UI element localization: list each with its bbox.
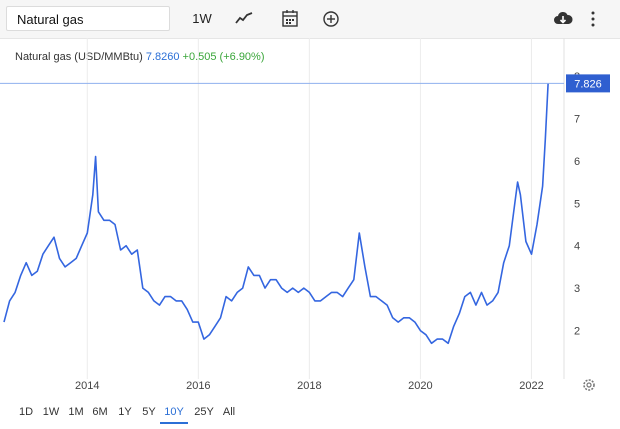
x-tick-label: 2022 — [519, 380, 543, 392]
toolbar: Natural gas 1W — [0, 0, 620, 39]
add-icon[interactable] — [322, 8, 342, 30]
range-1d[interactable]: 1D — [18, 406, 34, 418]
y-tick-label: 5 — [574, 198, 580, 210]
range-1m[interactable]: 1M — [68, 406, 84, 418]
range-10y[interactable]: 10Y — [160, 402, 188, 424]
x-tick-label: 2018 — [297, 380, 321, 392]
range-bar: 1D 1W 1M 6M 1Y 5Y 10Y 25Y All — [0, 396, 620, 429]
y-tick-label: 6 — [574, 156, 580, 168]
last-price-badge-label: 7.826 — [574, 78, 602, 90]
y-tick-label: 7 — [574, 113, 580, 125]
range-6m[interactable]: 6M — [92, 406, 108, 418]
instrument-name: Natural gas (USD/MMBtu) — [15, 51, 143, 63]
range-5y[interactable]: 5Y — [142, 406, 156, 418]
calendar-icon[interactable] — [281, 8, 301, 30]
last-price-badge — [566, 74, 610, 93]
x-tick-label: 2014 — [75, 380, 99, 392]
more-vert-icon[interactable] — [586, 8, 600, 30]
y-tick-label: 2 — [574, 326, 580, 338]
range-1y[interactable]: 1Y — [118, 406, 132, 418]
price-series-line — [3, 83, 549, 345]
x-tick-label: 2020 — [408, 380, 432, 392]
quote-summary: Natural gas (USD/MMBtu) 7.8260 +0.505 (+… — [15, 51, 265, 63]
download-icon[interactable] — [553, 8, 573, 30]
y-tick-label: 4 — [574, 241, 580, 253]
range-all[interactable]: All — [222, 406, 236, 418]
last-price: 7.8260 — [145, 51, 180, 63]
settings-icon[interactable] — [583, 379, 595, 391]
price-chart[interactable]: 2014201620182020202223456787.826 — [0, 38, 620, 396]
search-input[interactable]: Natural gas — [6, 6, 170, 31]
line-chart-icon[interactable] — [235, 8, 255, 30]
price-change: +0.505 (+6.90%) — [182, 51, 265, 63]
y-tick-label: 3 — [574, 283, 580, 295]
interval-selector[interactable]: 1W — [192, 11, 212, 26]
range-1w[interactable]: 1W — [42, 406, 60, 418]
x-tick-label: 2016 — [186, 380, 210, 392]
range-25y[interactable]: 25Y — [194, 406, 214, 418]
